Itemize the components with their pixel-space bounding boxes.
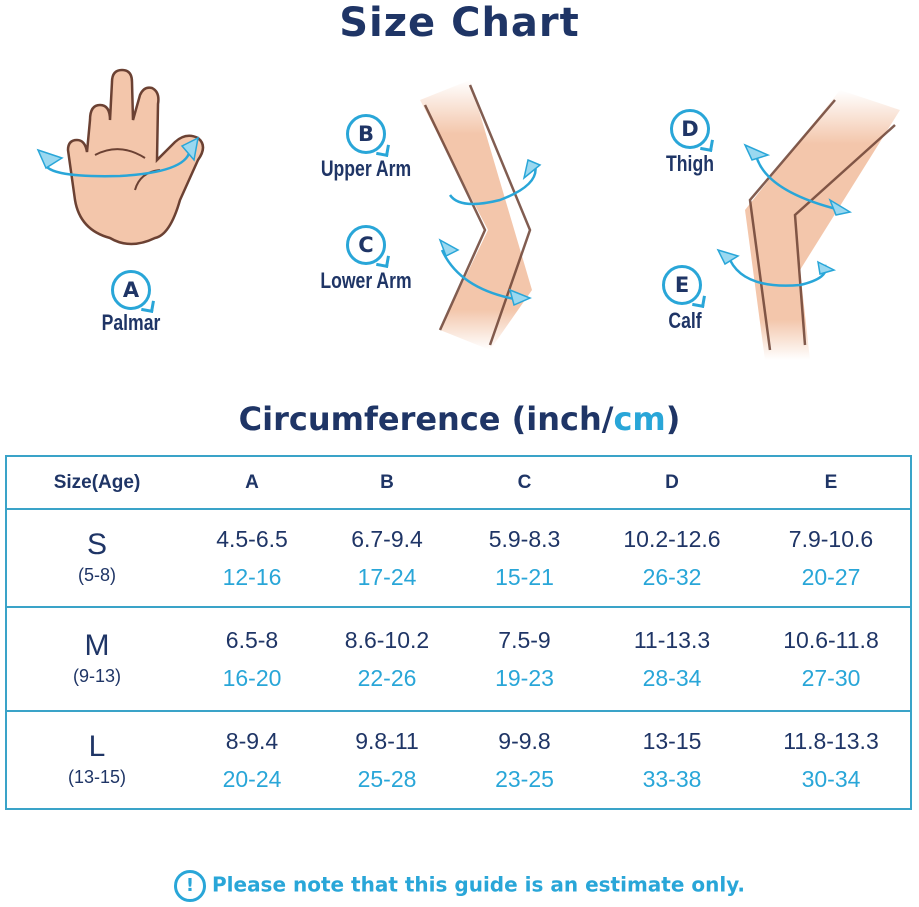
badge-e: E	[662, 265, 702, 305]
inch-value: 10.2-12.6	[623, 526, 721, 552]
size-label: S	[86, 528, 107, 561]
inch-value: 9.8-11	[355, 728, 419, 754]
cm-value: 33-38	[642, 766, 702, 792]
measurement-cell: 6.5-8 16-20	[187, 607, 317, 711]
inch-value: 8.6-10.2	[344, 627, 430, 653]
measurement-cell: 13-15 33-38	[592, 711, 752, 809]
leg-icon	[716, 90, 900, 360]
size-label: M	[84, 629, 110, 662]
page-title: Size Chart	[339, 0, 580, 46]
label-upper-arm: Upper Arm	[310, 156, 423, 182]
measurement-cell: 6.7-9.4 17-24	[317, 509, 457, 607]
age-range: (9-13)	[72, 666, 121, 686]
measurement-cell: 8.6-10.2 22-26	[317, 607, 457, 711]
label-thigh: Thigh	[660, 151, 720, 177]
header-a: A	[245, 471, 259, 493]
badge-c: C	[346, 225, 386, 265]
inch-value: 4.5-6.5	[216, 526, 288, 552]
age-range: (5-8)	[77, 565, 116, 585]
inch-value: 7.9-10.6	[788, 526, 874, 552]
measurement-cell: 5.9-8.3 15-21	[457, 509, 592, 607]
cm-value: 20-24	[222, 766, 282, 792]
measurement-cell: 7.9-10.6 20-27	[752, 509, 911, 607]
header-d: D	[665, 471, 679, 493]
inch-value: 6.7-9.4	[351, 526, 423, 552]
cm-value: 19-23	[495, 665, 554, 691]
cm-value: 27-30	[801, 665, 861, 691]
arm-icon	[420, 80, 542, 350]
cm-value: 26-32	[642, 564, 702, 590]
cm-value: 22-26	[357, 665, 417, 691]
body-illustrations	[36, 68, 900, 360]
inch-value: 11.8-13.3	[783, 728, 879, 754]
title-suffix: )	[665, 400, 681, 438]
measurement-cell: 9.8-11 25-28	[317, 711, 457, 809]
cm-value: 12-16	[222, 564, 282, 590]
table-row: M (9-13) 6.5-8 16-20 8.6-10.2 22-26 7.5-9 19-23…	[6, 607, 911, 711]
exclamation-bubble-icon: !	[173, 870, 206, 902]
inch-value: 10.6-11.8	[783, 627, 879, 653]
header-b: B	[380, 471, 394, 493]
label-text: Upper Arm	[320, 156, 412, 181]
measurement-cell: 10.2-12.6 26-32	[592, 509, 752, 607]
header-size-age: Size(Age)	[53, 471, 141, 493]
cm-value: 28-34	[642, 665, 702, 691]
age-range: (13-15)	[67, 767, 127, 787]
inch-value: 7.5-9	[498, 627, 551, 653]
title-prefix: Circumference (inch/	[238, 400, 614, 438]
cm-value: 30-34	[801, 766, 861, 792]
header-e: E	[824, 471, 838, 493]
measurement-cell: 11.8-13.3 30-34	[752, 711, 911, 809]
note-text: Please note that this guide is an estima…	[211, 872, 746, 897]
size-cell: M (9-13)	[6, 607, 187, 711]
size-table: Size(Age) A B C D E S (5-8) 4.5-6.5 12-16 6.…	[5, 455, 912, 810]
header-c: C	[517, 471, 532, 493]
size-cell: L (13-15)	[6, 711, 187, 809]
measurement-cell: 7.5-9 19-23	[457, 607, 592, 711]
measurement-cell: 4.5-6.5 12-16	[187, 509, 317, 607]
table-row: S (5-8) 4.5-6.5 12-16 6.7-9.4 17-24 5.9-8.3 15-…	[6, 509, 911, 607]
cm-value: 16-20	[222, 665, 282, 691]
label-lower-arm: Lower Arm	[309, 268, 423, 294]
label-text: Lower Arm	[320, 268, 412, 293]
disclaimer-note: ! Please note that this guide is an estim…	[0, 870, 919, 902]
label-text: Thigh	[666, 151, 714, 176]
hand-icon	[36, 68, 205, 246]
label-palmar: Palmar	[94, 310, 167, 336]
badge-d: D	[670, 109, 710, 149]
measurement-cell: 10.6-11.8 27-30	[752, 607, 911, 711]
measurement-cell: 9-9.8 23-25	[457, 711, 592, 809]
cm-value: 20-27	[801, 564, 861, 590]
measurement-cell: 8-9.4 20-24	[187, 711, 317, 809]
inch-value: 8-9.4	[225, 728, 279, 754]
table-title: Circumference (inch/cm)	[0, 400, 919, 438]
badge-b: B	[346, 114, 386, 154]
size-cell: S (5-8)	[6, 509, 187, 607]
inch-value: 9-9.8	[498, 728, 551, 754]
table-row: L (13-15) 8-9.4 20-24 9.8-11 25-28 9-9.8 23-25 1…	[6, 711, 911, 809]
label-calf: Calf	[664, 308, 706, 334]
table-header-row: Size(Age) A B C D E	[6, 456, 911, 509]
label-text: Palmar	[101, 310, 161, 335]
title-unit-cm: cm	[613, 400, 666, 438]
inch-value: 5.9-8.3	[488, 526, 561, 552]
measurement-cell: 11-13.3 28-34	[592, 607, 752, 711]
inch-value: 13-15	[642, 728, 702, 754]
size-label: L	[88, 730, 106, 763]
label-text: Calf	[668, 308, 702, 333]
cm-value: 23-25	[495, 766, 554, 792]
inch-value: 6.5-8	[225, 627, 279, 653]
cm-value: 25-28	[357, 766, 417, 792]
cm-value: 17-24	[357, 564, 417, 590]
badge-a: A	[111, 270, 151, 310]
cm-value: 15-21	[495, 564, 554, 590]
inch-value: 11-13.3	[633, 627, 711, 653]
